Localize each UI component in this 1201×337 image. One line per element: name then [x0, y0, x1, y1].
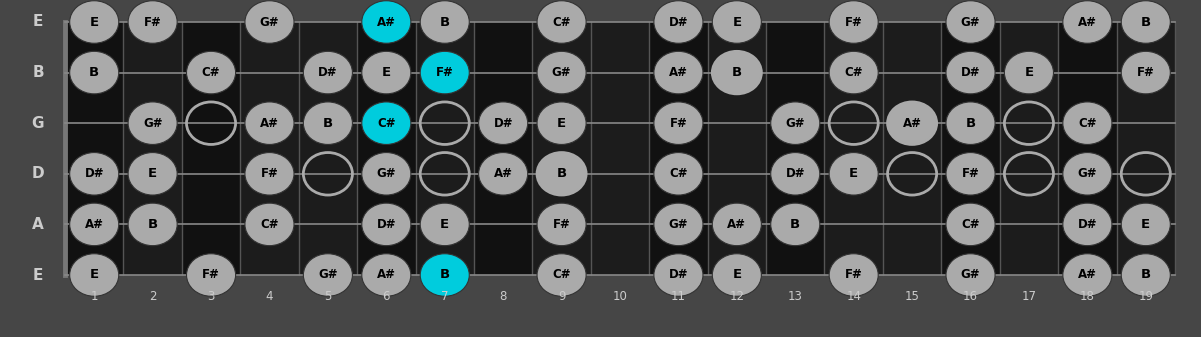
- Text: A#: A#: [261, 117, 279, 130]
- Ellipse shape: [420, 254, 470, 296]
- Bar: [942, 22, 999, 275]
- Text: G#: G#: [669, 218, 688, 231]
- Ellipse shape: [245, 203, 294, 246]
- Ellipse shape: [129, 203, 178, 246]
- Ellipse shape: [1122, 203, 1170, 246]
- Text: 14: 14: [847, 290, 861, 304]
- Ellipse shape: [946, 51, 996, 94]
- Text: B: B: [323, 117, 333, 130]
- Text: G#: G#: [377, 167, 396, 180]
- Text: B: B: [440, 16, 450, 29]
- Ellipse shape: [829, 153, 878, 195]
- Text: D: D: [31, 166, 44, 181]
- Ellipse shape: [245, 1, 294, 43]
- Bar: [474, 22, 532, 275]
- Ellipse shape: [537, 1, 586, 43]
- Text: D#: D#: [669, 269, 688, 281]
- Text: A#: A#: [494, 167, 513, 180]
- Text: F#: F#: [202, 269, 220, 281]
- Ellipse shape: [420, 51, 470, 94]
- Text: G: G: [31, 116, 44, 131]
- Ellipse shape: [362, 254, 411, 296]
- Ellipse shape: [129, 153, 178, 195]
- Bar: [416, 22, 474, 275]
- Text: 10: 10: [613, 290, 627, 304]
- Text: E: E: [1141, 218, 1151, 231]
- Bar: [707, 22, 766, 275]
- Text: A#: A#: [85, 218, 103, 231]
- Ellipse shape: [771, 102, 820, 145]
- Ellipse shape: [1063, 1, 1112, 43]
- Text: B: B: [440, 269, 450, 281]
- Text: 12: 12: [729, 290, 745, 304]
- Ellipse shape: [946, 254, 996, 296]
- Text: B: B: [32, 65, 43, 80]
- Text: G#: G#: [143, 117, 162, 130]
- Text: 16: 16: [963, 290, 978, 304]
- Ellipse shape: [829, 51, 878, 94]
- Text: 18: 18: [1080, 290, 1095, 304]
- Text: G#: G#: [259, 16, 279, 29]
- Ellipse shape: [362, 1, 411, 43]
- Ellipse shape: [712, 203, 761, 246]
- Ellipse shape: [304, 254, 352, 296]
- Text: F#: F#: [1137, 66, 1154, 79]
- Text: G#: G#: [961, 269, 980, 281]
- Bar: [65, 22, 124, 275]
- Text: F#: F#: [144, 16, 161, 29]
- Text: D#: D#: [1077, 218, 1098, 231]
- Text: C#: C#: [1078, 117, 1097, 130]
- Ellipse shape: [1122, 254, 1170, 296]
- Text: A#: A#: [728, 218, 746, 231]
- Text: E: E: [32, 14, 43, 30]
- Text: 17: 17: [1021, 290, 1036, 304]
- Ellipse shape: [245, 153, 294, 195]
- Text: A#: A#: [1078, 16, 1097, 29]
- Ellipse shape: [1004, 51, 1053, 94]
- Text: G#: G#: [1077, 167, 1098, 180]
- Ellipse shape: [1063, 203, 1112, 246]
- Ellipse shape: [712, 51, 761, 94]
- Ellipse shape: [129, 102, 178, 145]
- Text: G#: G#: [318, 269, 337, 281]
- Ellipse shape: [653, 153, 703, 195]
- Ellipse shape: [771, 203, 820, 246]
- Text: D#: D#: [318, 66, 337, 79]
- Bar: [650, 22, 707, 275]
- Text: A#: A#: [669, 66, 688, 79]
- Ellipse shape: [362, 51, 411, 94]
- Text: G#: G#: [551, 66, 572, 79]
- Text: E: E: [1024, 66, 1034, 79]
- Ellipse shape: [479, 153, 527, 195]
- Ellipse shape: [186, 51, 235, 94]
- Ellipse shape: [712, 1, 761, 43]
- Text: B: B: [556, 167, 567, 180]
- Text: F#: F#: [436, 66, 454, 79]
- Ellipse shape: [829, 254, 878, 296]
- Ellipse shape: [304, 102, 352, 145]
- Text: 4: 4: [265, 290, 273, 304]
- Text: D#: D#: [669, 16, 688, 29]
- Text: A#: A#: [377, 16, 396, 29]
- Text: 2: 2: [149, 290, 156, 304]
- Ellipse shape: [362, 102, 411, 145]
- Text: C#: C#: [552, 16, 570, 29]
- Text: 5: 5: [324, 290, 331, 304]
- Bar: [824, 22, 883, 275]
- Ellipse shape: [537, 203, 586, 246]
- Text: 1: 1: [90, 290, 98, 304]
- Text: C#: C#: [377, 117, 395, 130]
- Ellipse shape: [653, 102, 703, 145]
- Text: 6: 6: [383, 290, 390, 304]
- Text: E: E: [382, 66, 390, 79]
- Text: F#: F#: [844, 269, 862, 281]
- Text: 9: 9: [557, 290, 566, 304]
- Bar: [299, 22, 357, 275]
- Ellipse shape: [653, 51, 703, 94]
- Text: F#: F#: [552, 218, 570, 231]
- Text: 11: 11: [671, 290, 686, 304]
- Ellipse shape: [946, 203, 996, 246]
- Text: 19: 19: [1139, 290, 1153, 304]
- Text: C#: C#: [961, 218, 980, 231]
